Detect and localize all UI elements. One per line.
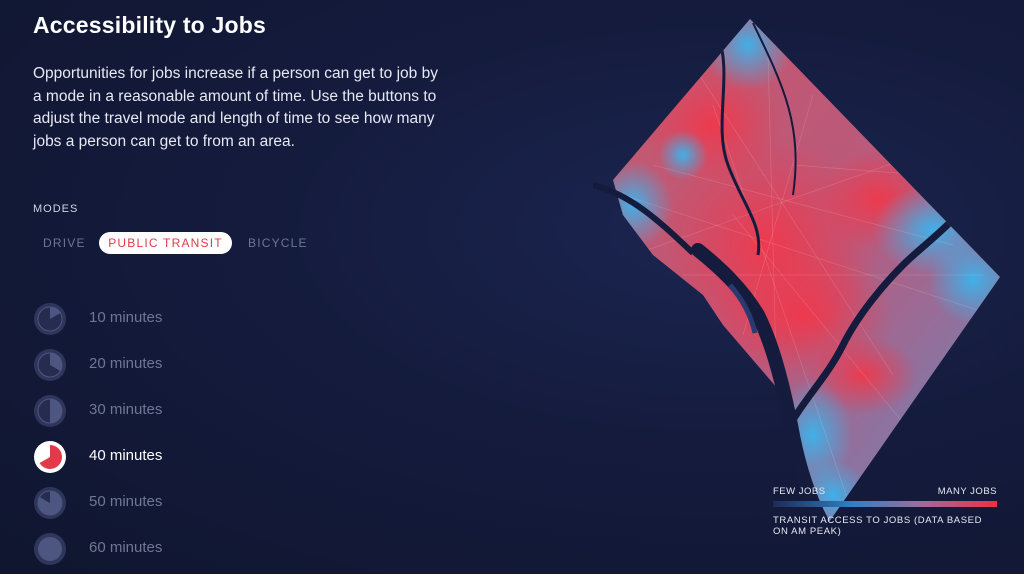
pie-clock-icon [34, 303, 66, 335]
mode-drive-button[interactable]: DRIVE [43, 236, 86, 250]
time-label: 50 minutes [89, 493, 163, 510]
mode-bicycle-button[interactable]: BICYCLE [248, 236, 308, 250]
time-label: 30 minutes [89, 401, 163, 418]
time-label: 40 minutes [89, 447, 163, 464]
pie-clock-icon [34, 487, 66, 519]
pie-clock-icon [34, 349, 66, 381]
time-label: 60 minutes [89, 539, 163, 556]
time-label: 10 minutes [89, 309, 163, 326]
time-label: 20 minutes [89, 355, 163, 372]
page-title: Accessibility to Jobs [33, 12, 266, 38]
legend-low-label: FEW JOBS [773, 486, 826, 497]
legend-high-label: MANY JOBS [937, 486, 997, 497]
legend-gradient-bar [773, 501, 997, 507]
pie-clock-icon [34, 395, 66, 427]
legend-caption: TRANSIT ACCESS TO JOBS (DATA BASED ON AM… [773, 515, 983, 537]
modes-label: MODES [33, 203, 79, 215]
pie-clock-icon [34, 441, 66, 473]
pie-clock-icon [34, 533, 66, 565]
dc-heatmap[interactable] [593, 15, 1023, 545]
mode-public-transit-button[interactable]: PUBLIC TRANSIT [99, 232, 232, 254]
description: Opportunities for jobs increase if a per… [33, 65, 438, 150]
